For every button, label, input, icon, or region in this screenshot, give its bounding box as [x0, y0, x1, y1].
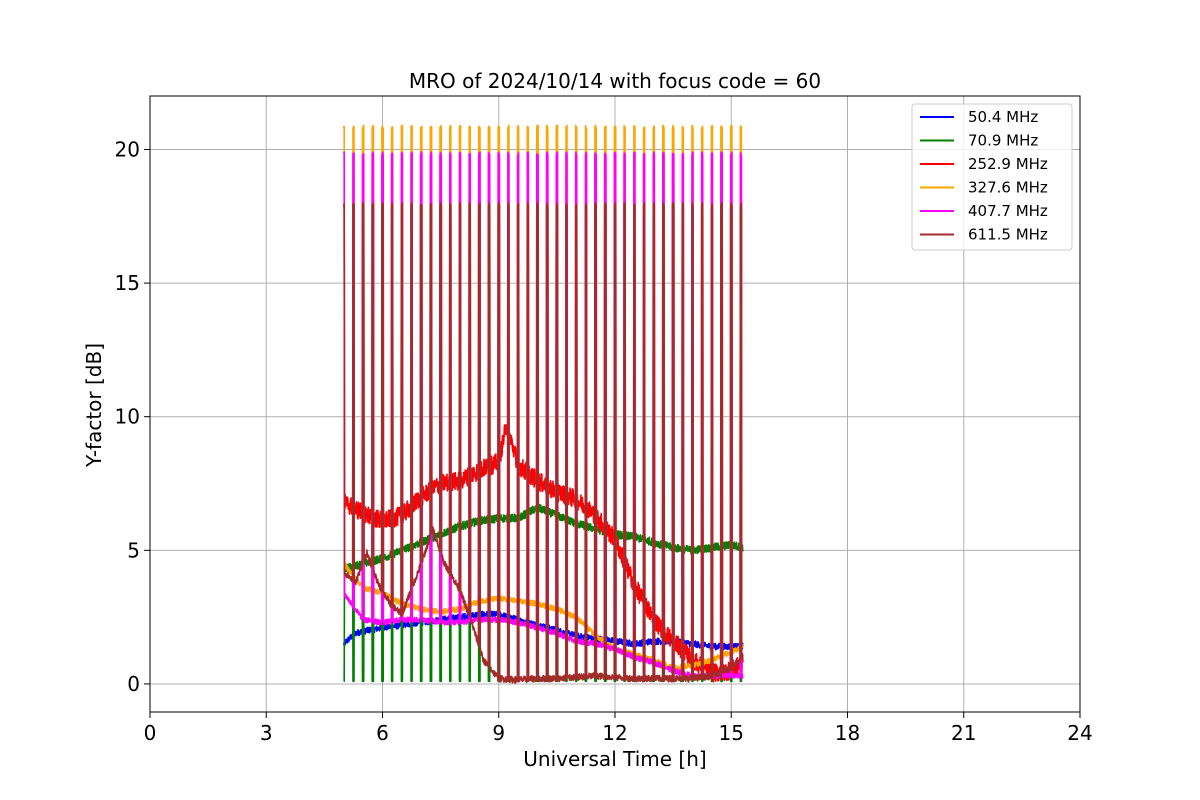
x-tick-label: 0	[144, 721, 157, 745]
series-line	[343, 202, 744, 684]
legend-label: 327.6 MHz	[968, 179, 1048, 197]
legend-label: 70.9 MHz	[968, 132, 1038, 150]
x-tick-label: 21	[951, 721, 976, 745]
legend-label: 252.9 MHz	[968, 155, 1048, 173]
y-tick-label: 10	[115, 405, 140, 429]
x-tick-label: 12	[602, 721, 627, 745]
chart-title: MRO of 2024/10/14 with focus code = 60	[409, 69, 821, 93]
y-axis-label: Y-factor [dB]	[82, 343, 106, 468]
y-tick-label: 0	[127, 672, 140, 696]
legend: 50.4 MHz 70.9 MHz 252.9 MHz 327.6 MHz 407.7 …	[911, 103, 1073, 251]
legend-label: 611.5 MHz	[968, 226, 1048, 244]
legend-label: 407.7 MHz	[968, 202, 1048, 220]
plot-lines	[343, 124, 744, 684]
x-axis: 0 3 6 9 12 15 18 21 24	[144, 712, 1093, 745]
x-tick-label: 6	[376, 721, 389, 745]
x-tick-label: 9	[492, 721, 505, 745]
y-tick-label: 15	[115, 271, 140, 295]
legend-label: 50.4 MHz	[968, 108, 1038, 126]
x-tick-label: 18	[835, 721, 860, 745]
x-axis-label: Universal Time [h]	[523, 747, 706, 771]
y-tick-label: 20	[115, 137, 140, 161]
series-line	[343, 151, 744, 680]
y-axis: 0 5 10 15 20	[115, 137, 150, 696]
x-tick-label: 24	[1067, 721, 1092, 745]
y-tick-label: 5	[127, 538, 140, 562]
x-tick-label: 15	[719, 721, 744, 745]
x-tick-label: 3	[260, 721, 273, 745]
